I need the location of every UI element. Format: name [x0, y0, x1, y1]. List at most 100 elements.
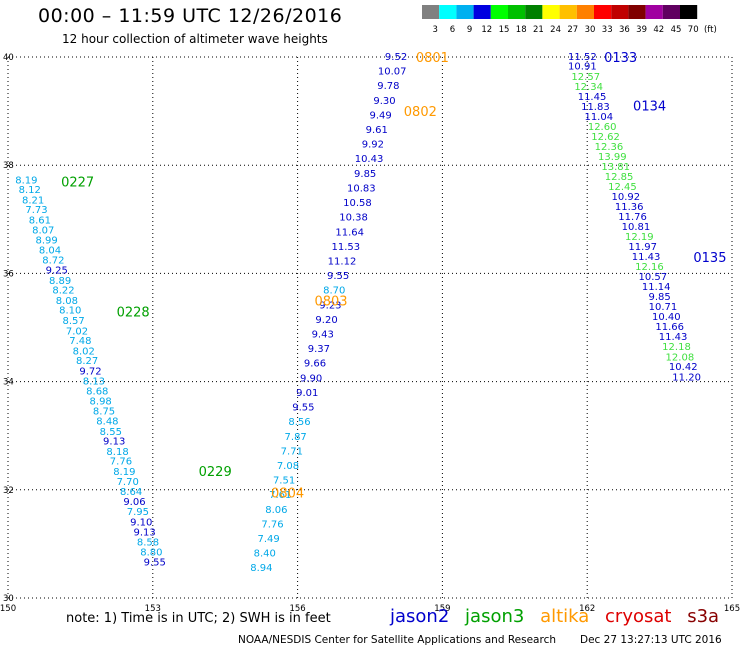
wave-height-value: 10.83: [347, 183, 376, 194]
wave-height-value: 8.89: [49, 276, 71, 287]
legend-jason3: jason3: [465, 606, 525, 627]
x-tick-label: 162: [579, 604, 595, 614]
y-tick-label: 36: [3, 269, 14, 279]
track-label: 0135: [693, 251, 726, 266]
wave-height-value: 9.01: [296, 388, 318, 399]
colorbar-swatch: [680, 5, 698, 19]
track-label: 0133: [604, 51, 637, 66]
wave-height-value: 9.37: [308, 344, 330, 355]
footer-note: note: 1) Time is in UTC; 2) SWH is in fe…: [66, 611, 331, 626]
footer-timestamp: Dec 27 13:27:13 UTC 2016: [580, 634, 722, 646]
colorbar-swatch: [525, 5, 543, 19]
wave-height-value: 12.85: [605, 172, 634, 183]
colorbar-swatch: [662, 5, 680, 19]
wave-height-value: 7.71: [281, 446, 303, 457]
satellite-legend: jason2 jason3 altika cryosat s3a: [390, 606, 729, 627]
wave-height-value: 9.90: [300, 373, 322, 384]
y-tick-label: 34: [3, 378, 14, 388]
wave-height-value: 9.13: [103, 437, 125, 448]
wave-height-value: 7.61: [269, 490, 291, 501]
wave-height-value: 13.81: [601, 162, 630, 173]
wave-height-value: 8.27: [76, 356, 98, 367]
wave-height-value: 8.80: [140, 548, 162, 559]
wave-height-value: 10.07: [378, 67, 407, 78]
wave-height-value: 11.36: [615, 202, 644, 213]
wave-height-value: 11.20: [672, 372, 701, 383]
colorbar-legend: 3 6 9 12 15 18 21 24 27 30 33 36 39 42 45 70 (ft): [422, 5, 717, 35]
wave-height-value: 9.55: [292, 403, 314, 414]
wave-height-value: 9.52: [385, 52, 407, 63]
wave-height-value: 11.12: [328, 256, 357, 267]
chart-title: 00:00 – 11:59 UTC 12/26/2016: [38, 5, 343, 27]
colorbar-swatch: [542, 5, 560, 19]
wave-height-value: 7.49: [258, 534, 280, 545]
wave-height-value: 10.57: [639, 272, 668, 283]
wave-height-value: 7.51: [273, 476, 295, 487]
legend-jason2: jason2: [390, 606, 450, 627]
wave-height-value: 7.70: [117, 477, 139, 488]
colorbar-label: 9: [467, 25, 472, 35]
wave-height-value: 11.45: [578, 92, 607, 103]
wave-height-value: 8.98: [90, 397, 112, 408]
wave-height-value: 12.16: [635, 262, 664, 273]
colorbar-label: 33: [602, 25, 613, 35]
wave-height-value: 9.85: [648, 292, 670, 303]
colorbar-label: 39: [636, 25, 647, 35]
wave-height-value: 9.92: [362, 140, 384, 151]
colorbar-label: 24: [550, 25, 561, 35]
wave-height-value: 8.06: [265, 505, 287, 516]
wave-height-value: 8.99: [35, 235, 57, 246]
colorbar-swatch: [628, 5, 646, 19]
wave-height-value: 8.08: [56, 296, 78, 307]
wave-height-value: 9.85: [354, 169, 376, 180]
wave-height-value: 11.14: [642, 282, 671, 293]
colorbar-label: 30: [585, 25, 596, 35]
wave-height-value: 10.38: [339, 213, 368, 224]
track-label: 0228: [117, 305, 150, 320]
wave-height-value: 9.61: [366, 125, 388, 136]
colorbar-label: 70: [688, 25, 699, 35]
wave-height-value: 11.43: [659, 332, 688, 343]
track-label: 0802: [404, 105, 437, 120]
wave-height-value: 9.43: [312, 330, 334, 341]
colorbar-swatch: [508, 5, 526, 19]
wave-height-value: 9.10: [130, 517, 152, 528]
wave-height-value: 9.66: [304, 359, 326, 370]
wave-height-value: 10.42: [669, 362, 698, 373]
wave-height-value: 8.07: [32, 226, 54, 237]
wave-height-value: 8.04: [39, 246, 61, 257]
chart-subtitle: 12 hour collection of altimeter wave hei…: [62, 32, 328, 46]
colorbar-label: 18: [516, 25, 527, 35]
wave-height-value: 9.13: [133, 528, 155, 539]
wave-height-value: 11.66: [655, 322, 684, 333]
wave-height-value: 9.55: [144, 557, 166, 568]
colorbar-swatch: [439, 5, 457, 19]
wave-height-value: 9.25: [46, 266, 68, 277]
wave-height-value: 8.55: [100, 427, 122, 438]
wave-height-value: 9.55: [327, 271, 349, 282]
wave-height-value: 8.13: [83, 377, 105, 388]
wave-height-value: 11.04: [584, 112, 613, 123]
wave-height-value: 8.94: [250, 563, 272, 574]
wave-height-value: 11.43: [632, 252, 661, 263]
footer-credit: NOAA/NESDIS Center for Satellite Applica…: [238, 634, 556, 646]
wave-height-value: 7.02: [66, 326, 88, 337]
wave-height-value: 12.08: [666, 352, 695, 363]
wave-height-value: 11.83: [581, 102, 610, 113]
wave-height-value: 8.19: [113, 467, 135, 478]
wave-height-value: 8.72: [42, 255, 64, 266]
colorbar-swatch: [645, 5, 663, 19]
x-tick-label: 165: [724, 604, 740, 614]
wave-height-value: 8.12: [19, 185, 41, 196]
wave-height-value: 9.06: [123, 497, 145, 508]
wave-height-value: 7.95: [127, 507, 149, 518]
wave-height-value: 12.34: [574, 82, 603, 93]
wave-height-value: 11.76: [618, 212, 647, 223]
y-tick-label: 32: [3, 486, 14, 496]
colorbar-swatch: [559, 5, 577, 19]
x-tick-label: 153: [145, 604, 161, 614]
wave-height-value: 12.18: [662, 342, 691, 353]
wave-height-value: 8.64: [120, 487, 142, 498]
wave-height-value: 8.56: [288, 417, 310, 428]
